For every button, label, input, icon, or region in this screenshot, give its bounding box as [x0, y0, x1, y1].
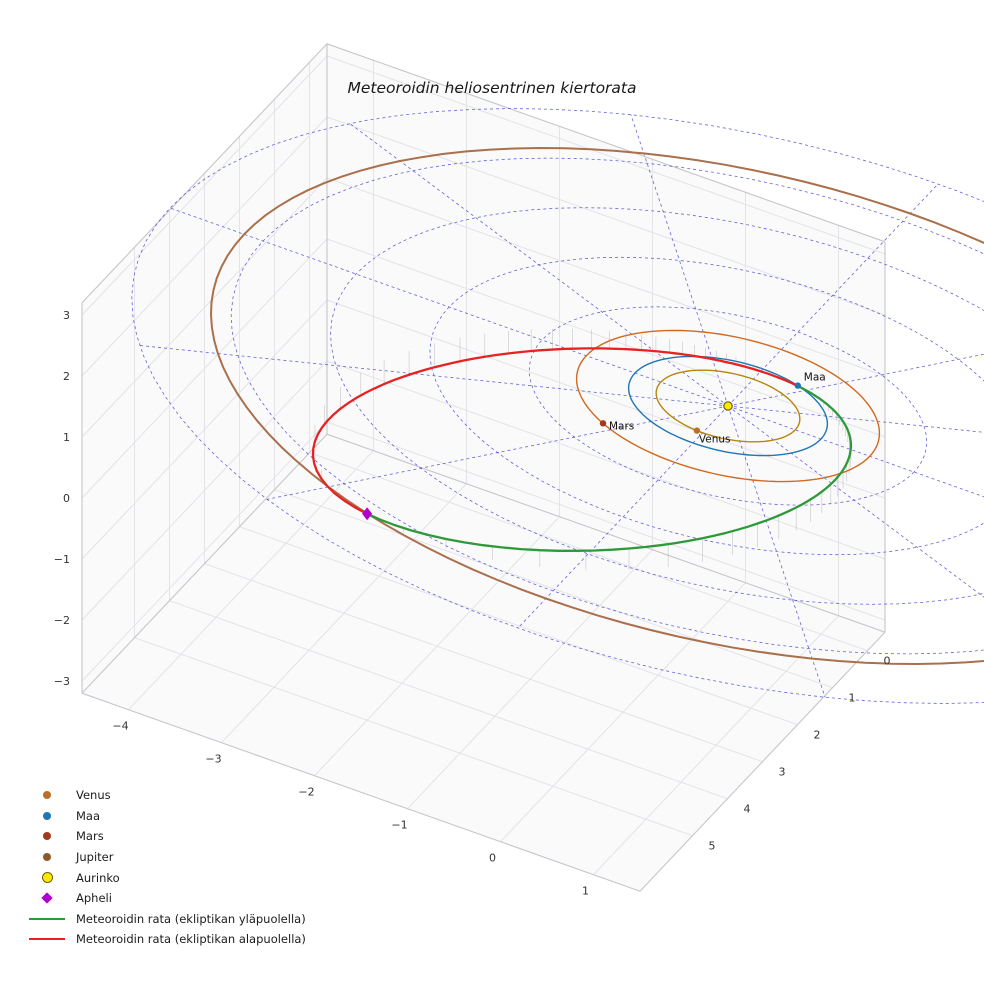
orbit-venus: [655, 369, 801, 443]
z-tick-label: −2: [54, 614, 70, 627]
legend-label: Jupiter: [76, 850, 114, 865]
marker-mars: [599, 420, 607, 427]
label-maa: Maa: [804, 372, 826, 384]
pane-grid-line: [326, 360, 886, 560]
pane-grid-line: [326, 177, 886, 377]
y-tick-label: 2: [814, 729, 821, 742]
x-tick-label: 0: [489, 852, 496, 865]
axis-edge: [326, 43, 886, 243]
meteoroid-below-path: [311, 347, 798, 515]
dot-marker-icon: [24, 791, 70, 800]
y-tick-label: 5: [709, 840, 716, 853]
legend-item-7: Meteoroidin rata (ekliptikan alapuolella…: [24, 929, 306, 950]
z-tick-label: 2: [63, 370, 70, 383]
legend-item-0: Venus: [24, 785, 306, 806]
x-tick-label: −3: [205, 753, 221, 766]
sun-marker: [723, 401, 733, 411]
legend-label: Apheli: [76, 891, 112, 906]
pane-grid-line: [326, 55, 886, 255]
pane-grid-line: [326, 299, 886, 499]
legend-item-3: Jupiter: [24, 847, 306, 868]
pane-grid-line: [239, 526, 798, 726]
legend-item-6: Meteoroidin rata (ekliptikan yläpuolella…: [24, 909, 306, 930]
orbit-jupiter: [209, 146, 984, 666]
z-tick-label: 0: [63, 492, 70, 505]
diamond-marker-icon: [24, 892, 70, 904]
legend-label: Aurinko: [76, 870, 120, 885]
x-tick-label: −1: [391, 819, 407, 832]
line-marker-icon: [24, 938, 70, 941]
pane-grid-line: [134, 637, 693, 837]
pane-grid-line: [326, 421, 886, 621]
marker-venus: [693, 427, 701, 434]
pane-grid-line: [81, 360, 328, 621]
axis-edge: [639, 631, 886, 892]
z-tick-label: 3: [63, 309, 70, 322]
y-tick-label: 1: [849, 692, 856, 705]
line-marker-icon: [24, 917, 70, 920]
pane-grid-line: [81, 421, 328, 682]
pane-grid-line: [326, 116, 886, 316]
z-tick-label: −3: [54, 675, 70, 688]
legend-label: Maa: [76, 808, 101, 823]
pane-grid-line: [204, 563, 763, 763]
sun-marker-icon: [24, 872, 70, 884]
legend-item-2: Mars: [24, 826, 306, 847]
y-tick-label: 4: [744, 803, 751, 816]
meteoroid-above-path: [365, 384, 853, 552]
legend-item-5: Apheli: [24, 888, 306, 909]
x-tick-label: −2: [298, 786, 314, 799]
x-tick-label: 1: [582, 885, 589, 898]
axis-edge: [81, 433, 328, 694]
x-tick-label: −4: [112, 720, 128, 733]
y-tick-label: 3: [779, 766, 786, 779]
pane-grid-line: [81, 55, 328, 316]
pane-grid-line: [326, 238, 886, 438]
dot-marker-icon: [24, 853, 70, 862]
orbit-mars: [575, 329, 881, 483]
legend-label: Venus: [76, 788, 111, 803]
label-mars: Mars: [609, 420, 634, 432]
pane-grid-line: [81, 238, 328, 499]
axis-edge: [81, 43, 328, 304]
z-tick-label: 1: [63, 431, 70, 444]
legend-label: Meteoroidin rata (ekliptikan yläpuolella…: [76, 911, 306, 926]
dot-marker-icon: [24, 811, 70, 820]
chart-title: Meteoroidin heliosentrinen kiertorata: [347, 79, 637, 97]
marker-maa: [794, 382, 801, 389]
legend-item-1: Maa: [24, 806, 306, 827]
ecliptic-circle: [330, 207, 984, 605]
pane-grid-line: [81, 116, 328, 377]
z-tick-label: −1: [54, 553, 70, 566]
aphelion-marker: [362, 507, 373, 521]
legend-label: Mars: [76, 829, 104, 844]
pane-grid-line: [81, 299, 328, 560]
legend: Venus Maa Mars Jupiter Aurinko Apheli Meteoroi…: [24, 785, 306, 950]
y-tick-label: 0: [884, 655, 891, 668]
axis-edge: [81, 692, 641, 892]
dot-marker-icon: [24, 832, 70, 841]
pane-grid-line: [274, 489, 833, 689]
label-venus: Venus: [699, 434, 731, 446]
legend-item-4: Aurinko: [24, 867, 306, 888]
pane-grid-line: [169, 600, 728, 800]
legend-label: Meteoroidin rata (ekliptikan alapuolella…: [76, 932, 306, 947]
